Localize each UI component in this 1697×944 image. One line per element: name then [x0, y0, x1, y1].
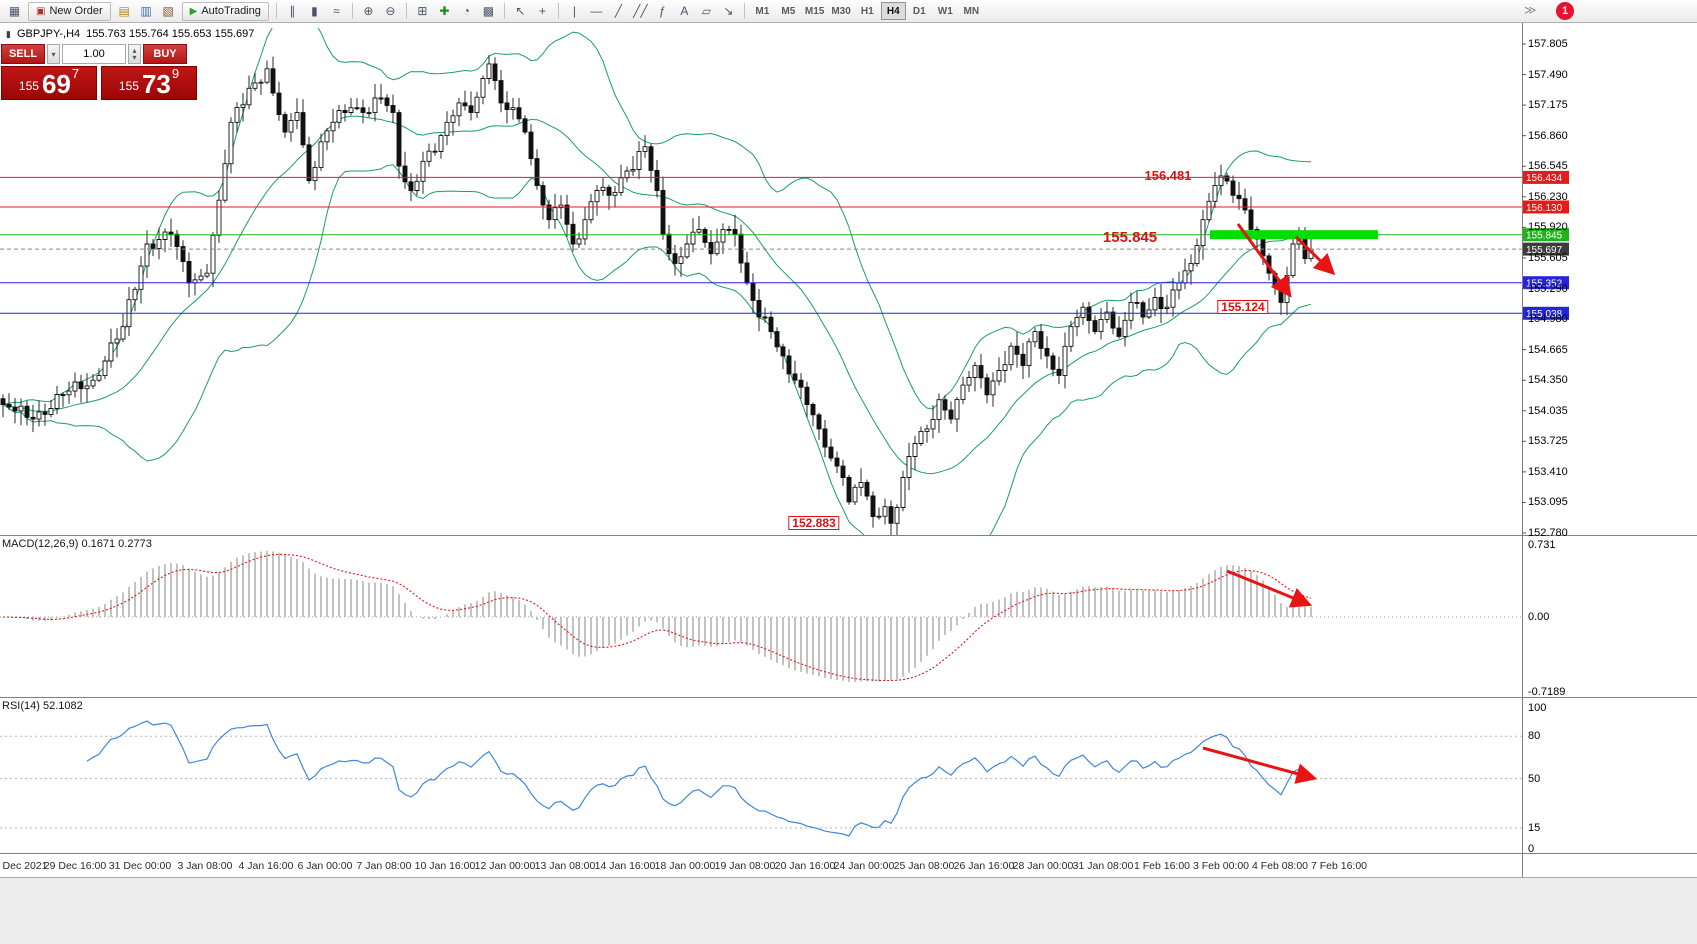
market-watch-icon[interactable]: ▥: [140, 4, 152, 18]
main-toolbar: ▦ ▣ New Order ▤ ▥ ▧ ▶ AutoTrading ∥ ▮ ≈ ⊕ ⊖ ⊞ ✚ ◔ ▩ ↖ + | — ╱…: [0, 0, 1697, 23]
symbol-ohlc-header: ▮ GBPJPY-,H4 155.763 155.764 155.653 155…: [6, 28, 254, 40]
zoom-in-icon[interactable]: ⊕: [363, 4, 374, 18]
ohlc-values: 155.763 155.764 155.653 155.697: [86, 28, 255, 40]
timeframe-m1-button[interactable]: M1: [755, 5, 770, 17]
text-icon[interactable]: A: [680, 4, 689, 18]
new-order-button[interactable]: ▣ New Order: [28, 1, 111, 21]
timeframe-d1-button[interactable]: D1: [912, 5, 926, 17]
macd-panel: [0, 550, 1522, 682]
new-order-button-label: New Order: [49, 5, 103, 17]
bollinger-bands: [2, 28, 1312, 535]
panel-separators: [0, 23, 1697, 877]
new-order-icon: ▣: [36, 5, 46, 17]
rsi-indicator-label: RSI(14) 52.1082: [2, 700, 83, 712]
sell-price-whole: 155: [18, 79, 39, 93]
label-icon[interactable]: ▱: [701, 4, 711, 18]
profiles-icon[interactable]: ▤: [118, 4, 130, 18]
timeframe-m30-button[interactable]: M30: [831, 5, 851, 17]
strategy-tester-icon[interactable]: ▧: [162, 4, 174, 18]
indicators-icon[interactable]: ✚: [439, 4, 450, 18]
one-click-trading-panel: SELL ▾ ▴ ▾ BUY 155 69 7 155 73 9: [1, 44, 197, 100]
crosshair-icon[interactable]: +: [538, 4, 546, 18]
chevron-down-icon: ▾: [51, 49, 56, 59]
candlestick-mode-icon[interactable]: ▮: [311, 4, 318, 18]
buy-price-point: 9: [171, 66, 180, 81]
svg-text:156.434: 156.434: [1526, 173, 1563, 184]
volume-spinner[interactable]: ▴ ▾: [128, 44, 141, 64]
buy-price-button[interactable]: 155 73 9: [101, 66, 197, 100]
toolbar-items: ▦ ▣ New Order ▤ ▥ ▧ ▶ AutoTrading ∥ ▮ ≈ ⊕ ⊖ ⊞ ✚ ◔ ▩ ↖ + | — ╱…: [4, 1, 984, 21]
red-arrow: [1226, 569, 1313, 608]
green-supply-zone[interactable]: [1210, 230, 1378, 240]
line-chart-mode-icon[interactable]: ≈: [333, 4, 340, 18]
vertical-line-icon[interactable]: |: [572, 4, 576, 18]
volume-dropdown[interactable]: ▾: [47, 44, 60, 64]
toolbar-separator: [275, 3, 277, 19]
toolbar-separator: [351, 3, 353, 19]
notification-badge[interactable]: 1: [1556, 2, 1574, 20]
toolbar-separator: [743, 3, 745, 19]
trendline-icon[interactable]: ╱: [614, 4, 622, 18]
spinner-down-icon: ▾: [132, 53, 137, 62]
timeframe-h1-button[interactable]: H1: [860, 5, 874, 17]
red-arrow: [1202, 746, 1318, 784]
chart-icon: ▮: [6, 28, 11, 39]
candles-layer: [0, 55, 1314, 535]
rsi-line: [86, 720, 1312, 837]
sell-price-pips: 69: [41, 69, 71, 99]
buy-price-whole: 155: [118, 79, 139, 93]
horizontal-line-objects[interactable]: 156.434 156.130 155.845 155.352 155.038 155.6…: [0, 170, 1569, 320]
svg-text:155.845: 155.845: [1526, 231, 1563, 242]
sell-price-point: 7: [71, 66, 80, 81]
sell-button[interactable]: SELL: [1, 44, 45, 64]
bar-chart-mode-icon[interactable]: ∥: [289, 4, 296, 18]
toolbar-separator: [405, 3, 407, 19]
arrows-tool-icon[interactable]: ↘: [723, 4, 734, 18]
zoom-out-icon[interactable]: ⊖: [385, 4, 396, 18]
timeframe-h4-button[interactable]: H4: [880, 2, 906, 20]
macd-indicator-label: MACD(12,26,9) 0.1671 0.2773: [2, 538, 152, 550]
symbol-period-label: GBPJPY-,H4: [16, 28, 81, 40]
toolbar-separator: [503, 3, 505, 19]
buy-button[interactable]: BUY: [143, 44, 187, 64]
svg-text:156.130: 156.130: [1526, 203, 1563, 214]
autotrading-button-label: AutoTrading: [201, 5, 261, 17]
rsi-panel: [0, 720, 1522, 837]
main-chart-panel: [0, 28, 1314, 535]
templates-icon[interactable]: ▩: [482, 4, 495, 18]
horizontal-line-icon[interactable]: —: [590, 4, 603, 18]
channel-icon[interactable]: ╱╱: [633, 4, 648, 18]
red-arrow: [1294, 235, 1336, 276]
new-chart-icon[interactable]: ▦: [8, 4, 21, 18]
sell-price-button[interactable]: 155 69 7: [1, 66, 97, 100]
svg-text:155.038: 155.038: [1526, 309, 1563, 320]
timeframe-w1-button[interactable]: W1: [937, 5, 953, 17]
bottom-filler: [0, 877, 1697, 944]
timeframe-mn-button[interactable]: MN: [963, 5, 980, 17]
tile-windows-icon[interactable]: ⊞: [417, 4, 428, 18]
time-axis[interactable]: [0, 855, 1522, 877]
fibonacci-icon[interactable]: ƒ: [659, 4, 666, 18]
svg-text:155.352: 155.352: [1526, 279, 1563, 290]
red-arrow: [1236, 223, 1292, 298]
timeframe-m15-button[interactable]: M15: [804, 5, 825, 17]
autotrading-icon: ▶: [189, 5, 198, 17]
spinner-up-icon: ▴: [132, 46, 137, 55]
svg-text:155.697: 155.697: [1526, 245, 1563, 256]
autotrading-button[interactable]: ▶ AutoTrading: [181, 1, 269, 21]
price-axis[interactable]: [1522, 23, 1697, 877]
trend-arrows[interactable]: [1202, 223, 1336, 784]
buy-price-pips: 73: [141, 69, 171, 99]
toolbar-separator: [557, 3, 559, 19]
macd-histogram: [8, 550, 1312, 682]
cursor-icon[interactable]: ↖: [515, 4, 526, 18]
volume-input[interactable]: [62, 44, 126, 64]
macd-signal-line: [2, 553, 1312, 682]
timeframe-m5-button[interactable]: M5: [781, 5, 796, 17]
chart-scroll-icon[interactable]: ≫: [1524, 3, 1537, 17]
periods-icon[interactable]: ◔: [462, 4, 470, 18]
